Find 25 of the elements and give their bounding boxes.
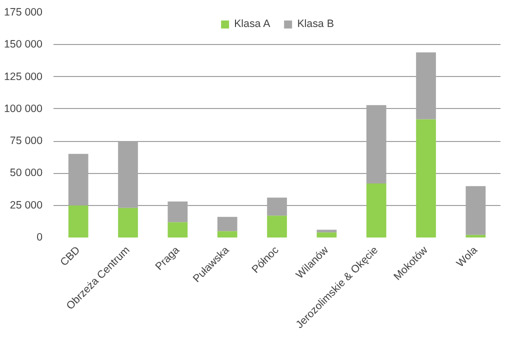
bar <box>68 205 88 238</box>
bar <box>416 119 436 238</box>
legend-label: Klasa B <box>297 18 334 30</box>
bar <box>366 105 386 184</box>
bar <box>168 222 188 238</box>
bar <box>118 208 138 238</box>
bar <box>217 216 238 232</box>
y-tick-label: 25 000 <box>10 199 43 212</box>
y-tick-label: 0 <box>36 232 43 244</box>
y-tick-label: 100 000 <box>4 102 43 115</box>
x-tick-label: CBD <box>58 244 83 269</box>
y-tick-label: 75 000 <box>10 135 43 148</box>
y-tick-label: 175 000 <box>4 6 43 18</box>
bar <box>366 184 386 238</box>
bar <box>316 230 337 232</box>
bar <box>316 232 337 238</box>
bar <box>466 234 486 238</box>
y-tick-label: 50 000 <box>10 167 43 180</box>
bar <box>217 231 238 238</box>
x-tick-label: Wola <box>454 244 480 270</box>
legend-label: Klasa A <box>234 18 270 30</box>
bar <box>267 216 287 238</box>
bar <box>416 52 436 120</box>
y-tick-label: 150 000 <box>4 38 43 51</box>
y-tick-label: 125 000 <box>4 70 43 83</box>
